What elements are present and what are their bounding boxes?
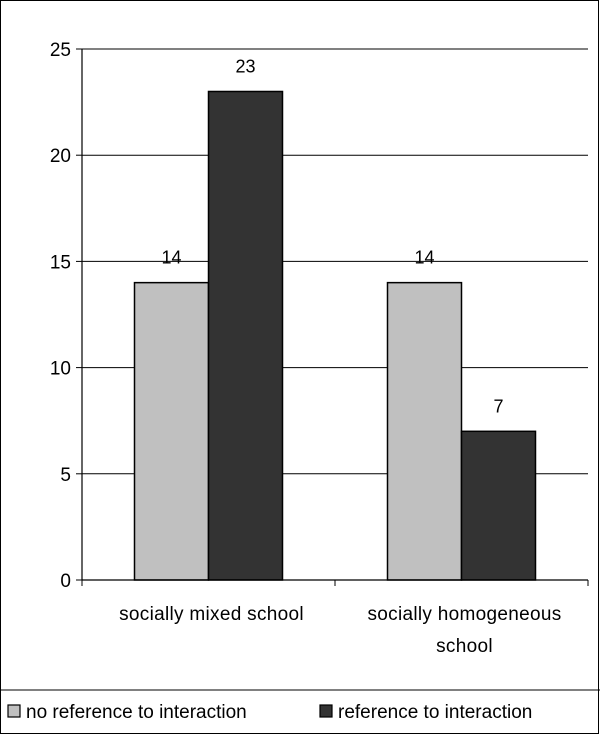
y-tick-label: 10 xyxy=(50,359,71,380)
category-label: school xyxy=(436,636,493,657)
legend-swatch xyxy=(319,704,333,718)
bar xyxy=(207,90,284,581)
data-labels: 14 23 14 7 xyxy=(161,56,503,416)
category-labels: socially mixed school socially homogeneou… xyxy=(119,604,561,657)
y-tick-label: 25 xyxy=(50,40,71,61)
data-label: 14 xyxy=(161,248,181,268)
y-tick-labels: 0 5 10 15 20 25 xyxy=(50,40,71,592)
bar xyxy=(133,281,210,581)
axes xyxy=(76,48,589,586)
y-tick-label: 5 xyxy=(60,465,71,486)
data-label: 7 xyxy=(493,396,503,416)
bars xyxy=(133,90,537,581)
y-tick-label: 20 xyxy=(50,146,71,167)
y-tick-label: 15 xyxy=(50,252,71,273)
legend-label: reference to interaction xyxy=(338,702,532,723)
data-label: 23 xyxy=(235,56,255,76)
category-label: socially homogeneous xyxy=(367,604,561,625)
data-label: 14 xyxy=(414,248,434,268)
y-tick-label: 0 xyxy=(60,571,71,592)
category-label: socially mixed school xyxy=(119,604,304,625)
legend: no reference to interaction reference to … xyxy=(0,689,600,723)
legend-label: no reference to interaction xyxy=(26,702,247,723)
legend-swatch xyxy=(7,704,21,718)
bar xyxy=(386,281,463,581)
bar xyxy=(460,430,537,581)
